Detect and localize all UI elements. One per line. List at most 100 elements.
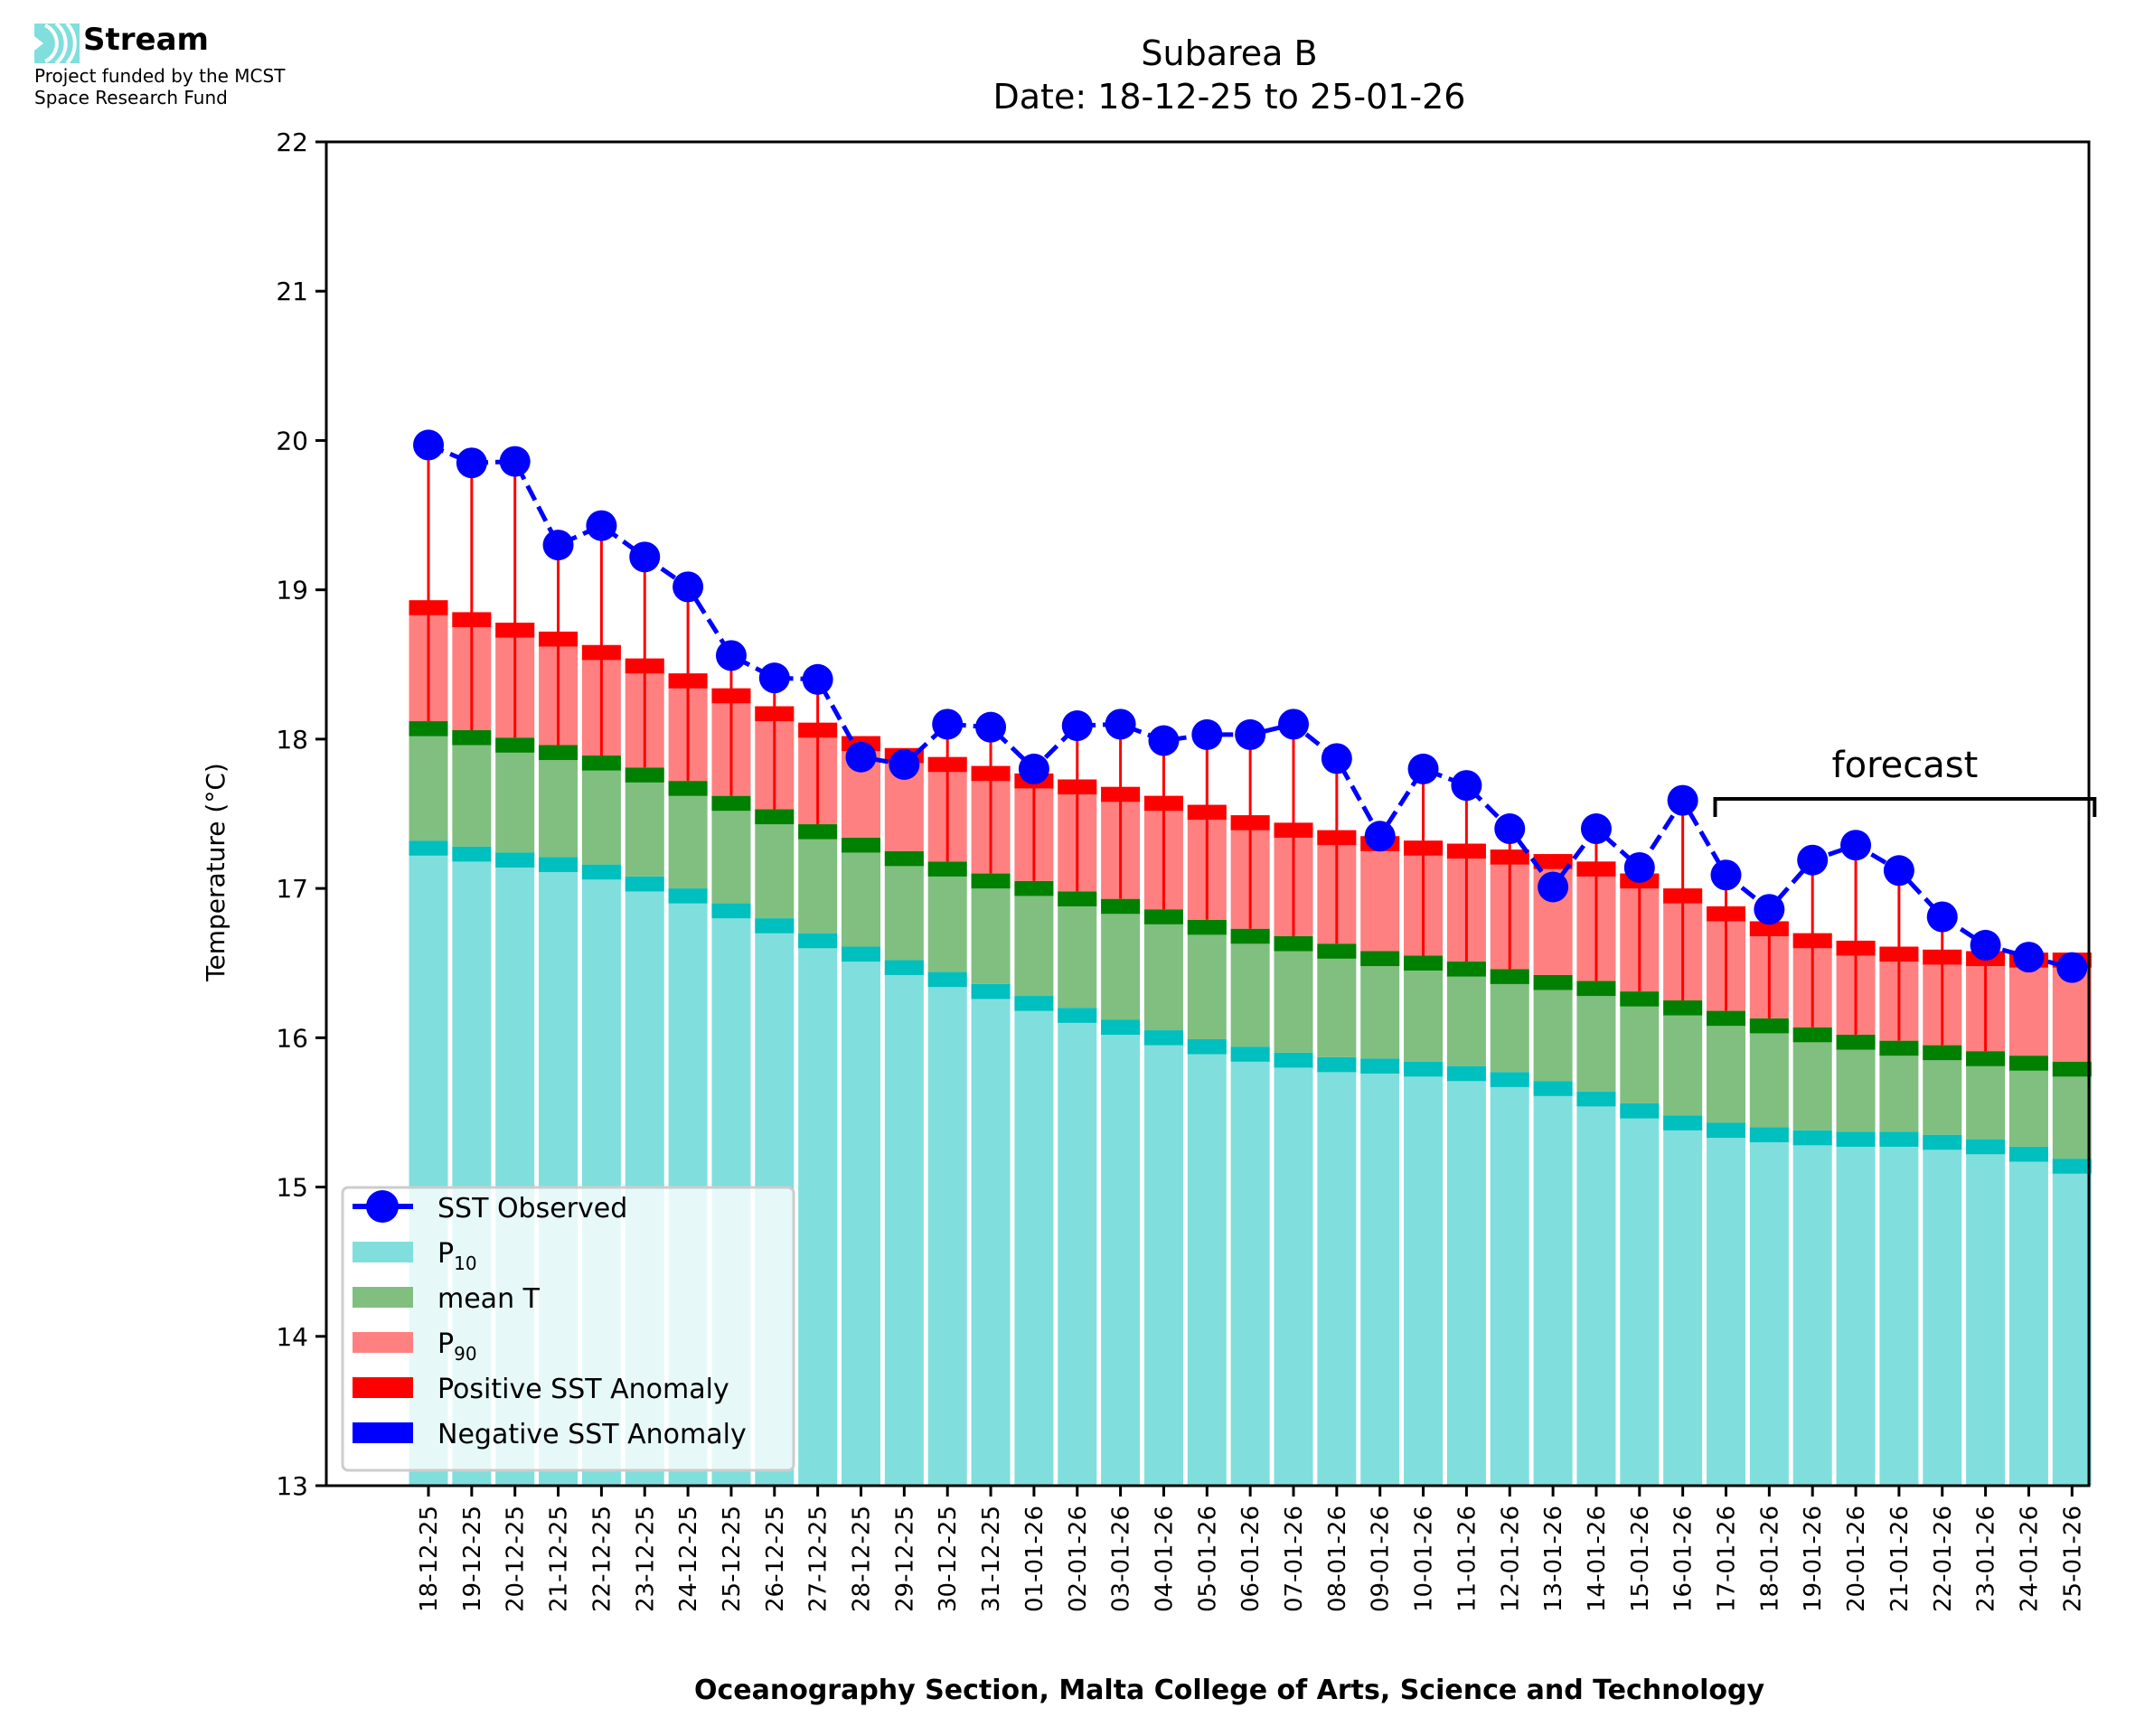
mean-band	[581, 755, 621, 771]
legend-subscript: 10	[454, 1253, 476, 1274]
p10-band	[2052, 1159, 2092, 1174]
legend-swatch	[353, 1332, 413, 1353]
x-tick-label: 24-01-26	[2016, 1506, 2043, 1612]
x-tick-label: 05-01-26	[1194, 1506, 1221, 1612]
x-tick-label: 19-01-26	[1800, 1506, 1827, 1612]
chart-title-line2: Date: 18-12-25 to 25-01-26	[993, 77, 1466, 117]
mean-bar	[625, 767, 664, 877]
funding-line-2: Space Research Fund	[34, 87, 228, 108]
sst-observed-point	[889, 748, 920, 780]
mean-bar	[1187, 919, 1227, 1039]
sst-observed-point	[1883, 855, 1914, 887]
x-tick-label: 28-12-25	[849, 1506, 876, 1612]
p10-bar	[1620, 1103, 1660, 1486]
x-tick-label: 03-01-26	[1108, 1506, 1135, 1612]
y-tick-label: 16	[276, 1023, 308, 1053]
y-tick-label: 20	[276, 426, 308, 455]
x-tick-label: 08-01-26	[1324, 1506, 1351, 1612]
x-tick-label: 22-01-26	[1930, 1506, 1957, 1612]
sst-observed-point	[456, 447, 487, 479]
mean-bar	[409, 721, 448, 841]
sst-observed-point	[1840, 830, 1872, 861]
mean-band	[798, 824, 838, 840]
mean-bar	[1101, 898, 1141, 1020]
mean-bar	[2008, 1056, 2048, 1147]
p10-band	[625, 876, 664, 892]
sst-observed-point	[1278, 708, 1309, 740]
p10-band	[2008, 1146, 2048, 1162]
p10-bar	[1879, 1131, 1919, 1486]
mean-bar	[755, 809, 795, 919]
x-tick-label: 06-01-26	[1237, 1506, 1265, 1612]
p10-bar	[1230, 1046, 1270, 1486]
sst-observed-point	[1580, 813, 1612, 845]
legend-sst-marker	[366, 1190, 399, 1223]
mean-bar	[581, 755, 621, 865]
mean-band	[884, 850, 924, 867]
p10-band	[755, 918, 795, 934]
sst-observed-point	[2013, 942, 2045, 973]
mean-bar	[1274, 935, 1313, 1053]
p10-band	[495, 852, 535, 868]
mean-bar	[1620, 991, 1660, 1104]
x-tick-label: 04-01-26	[1151, 1506, 1178, 1612]
p10-band	[1274, 1052, 1313, 1068]
mean-bar	[1749, 1018, 1789, 1128]
p10-band	[1446, 1065, 1486, 1082]
x-tick-label: 18-12-25	[416, 1506, 443, 1612]
x-tick-label: 26-12-25	[762, 1506, 789, 1612]
mean-bar	[927, 861, 967, 972]
x-tick-label: 20-12-25	[503, 1506, 530, 1612]
p10-bar	[927, 971, 967, 1486]
x-tick-label: 21-01-26	[1886, 1506, 1914, 1612]
sst-observed-point	[1970, 929, 2001, 961]
mean-band	[495, 737, 535, 753]
legend-label: Negative SST Anomaly	[437, 1419, 747, 1450]
sst-observed-point	[1148, 725, 1180, 756]
mean-bar	[711, 795, 751, 904]
sst-observed-point	[1797, 844, 1829, 876]
x-tick-label: 16-01-26	[1670, 1506, 1698, 1612]
mean-band	[755, 809, 795, 825]
mean-bar	[1533, 974, 1573, 1082]
p10-bar	[1014, 996, 1054, 1486]
sst-observed-point	[1061, 710, 1093, 742]
mean-bar	[1490, 969, 1529, 1073]
mean-bar	[495, 737, 535, 853]
p10-bar	[1058, 1008, 1097, 1486]
mean-band	[1446, 962, 1486, 977]
sst-observed-point	[413, 429, 444, 461]
x-tick-label: 07-01-26	[1281, 1506, 1308, 1612]
mean-band	[842, 837, 880, 853]
mean-band	[927, 861, 967, 877]
mean-band	[409, 721, 448, 737]
legend-subscript: 90	[454, 1343, 476, 1365]
p10-band	[884, 960, 924, 975]
p10-band	[1187, 1038, 1227, 1055]
x-tick-label: 18-01-26	[1756, 1506, 1783, 1612]
mean-bar	[1317, 943, 1357, 1057]
mean-band	[1490, 969, 1529, 984]
p10-band	[1058, 1008, 1097, 1023]
y-tick-label: 18	[276, 725, 308, 755]
legend-label: SST Observed	[437, 1193, 627, 1225]
mean-bar	[452, 729, 492, 847]
sst-observed-point	[1926, 901, 1958, 933]
x-tick-label: 20-01-26	[1843, 1506, 1870, 1612]
x-tick-label: 19-12-25	[459, 1506, 486, 1612]
p10-band	[1101, 1019, 1141, 1036]
mean-band	[625, 767, 664, 783]
p10-band	[1014, 996, 1054, 1011]
x-tick-label: 25-01-26	[2059, 1506, 2086, 1612]
mean-bar	[668, 781, 708, 889]
sst-observed-point	[1321, 743, 1352, 774]
x-tick-label: 14-01-26	[1584, 1506, 1611, 1612]
mean-band	[452, 729, 492, 746]
legend-swatch	[353, 1422, 413, 1443]
p10-band	[1490, 1072, 1529, 1087]
mean-bar	[1707, 1010, 1745, 1123]
p10-band	[711, 903, 751, 919]
sst-observed-point	[1754, 894, 1785, 925]
p10-band	[971, 983, 1011, 999]
p10-bar	[2052, 1159, 2092, 1486]
